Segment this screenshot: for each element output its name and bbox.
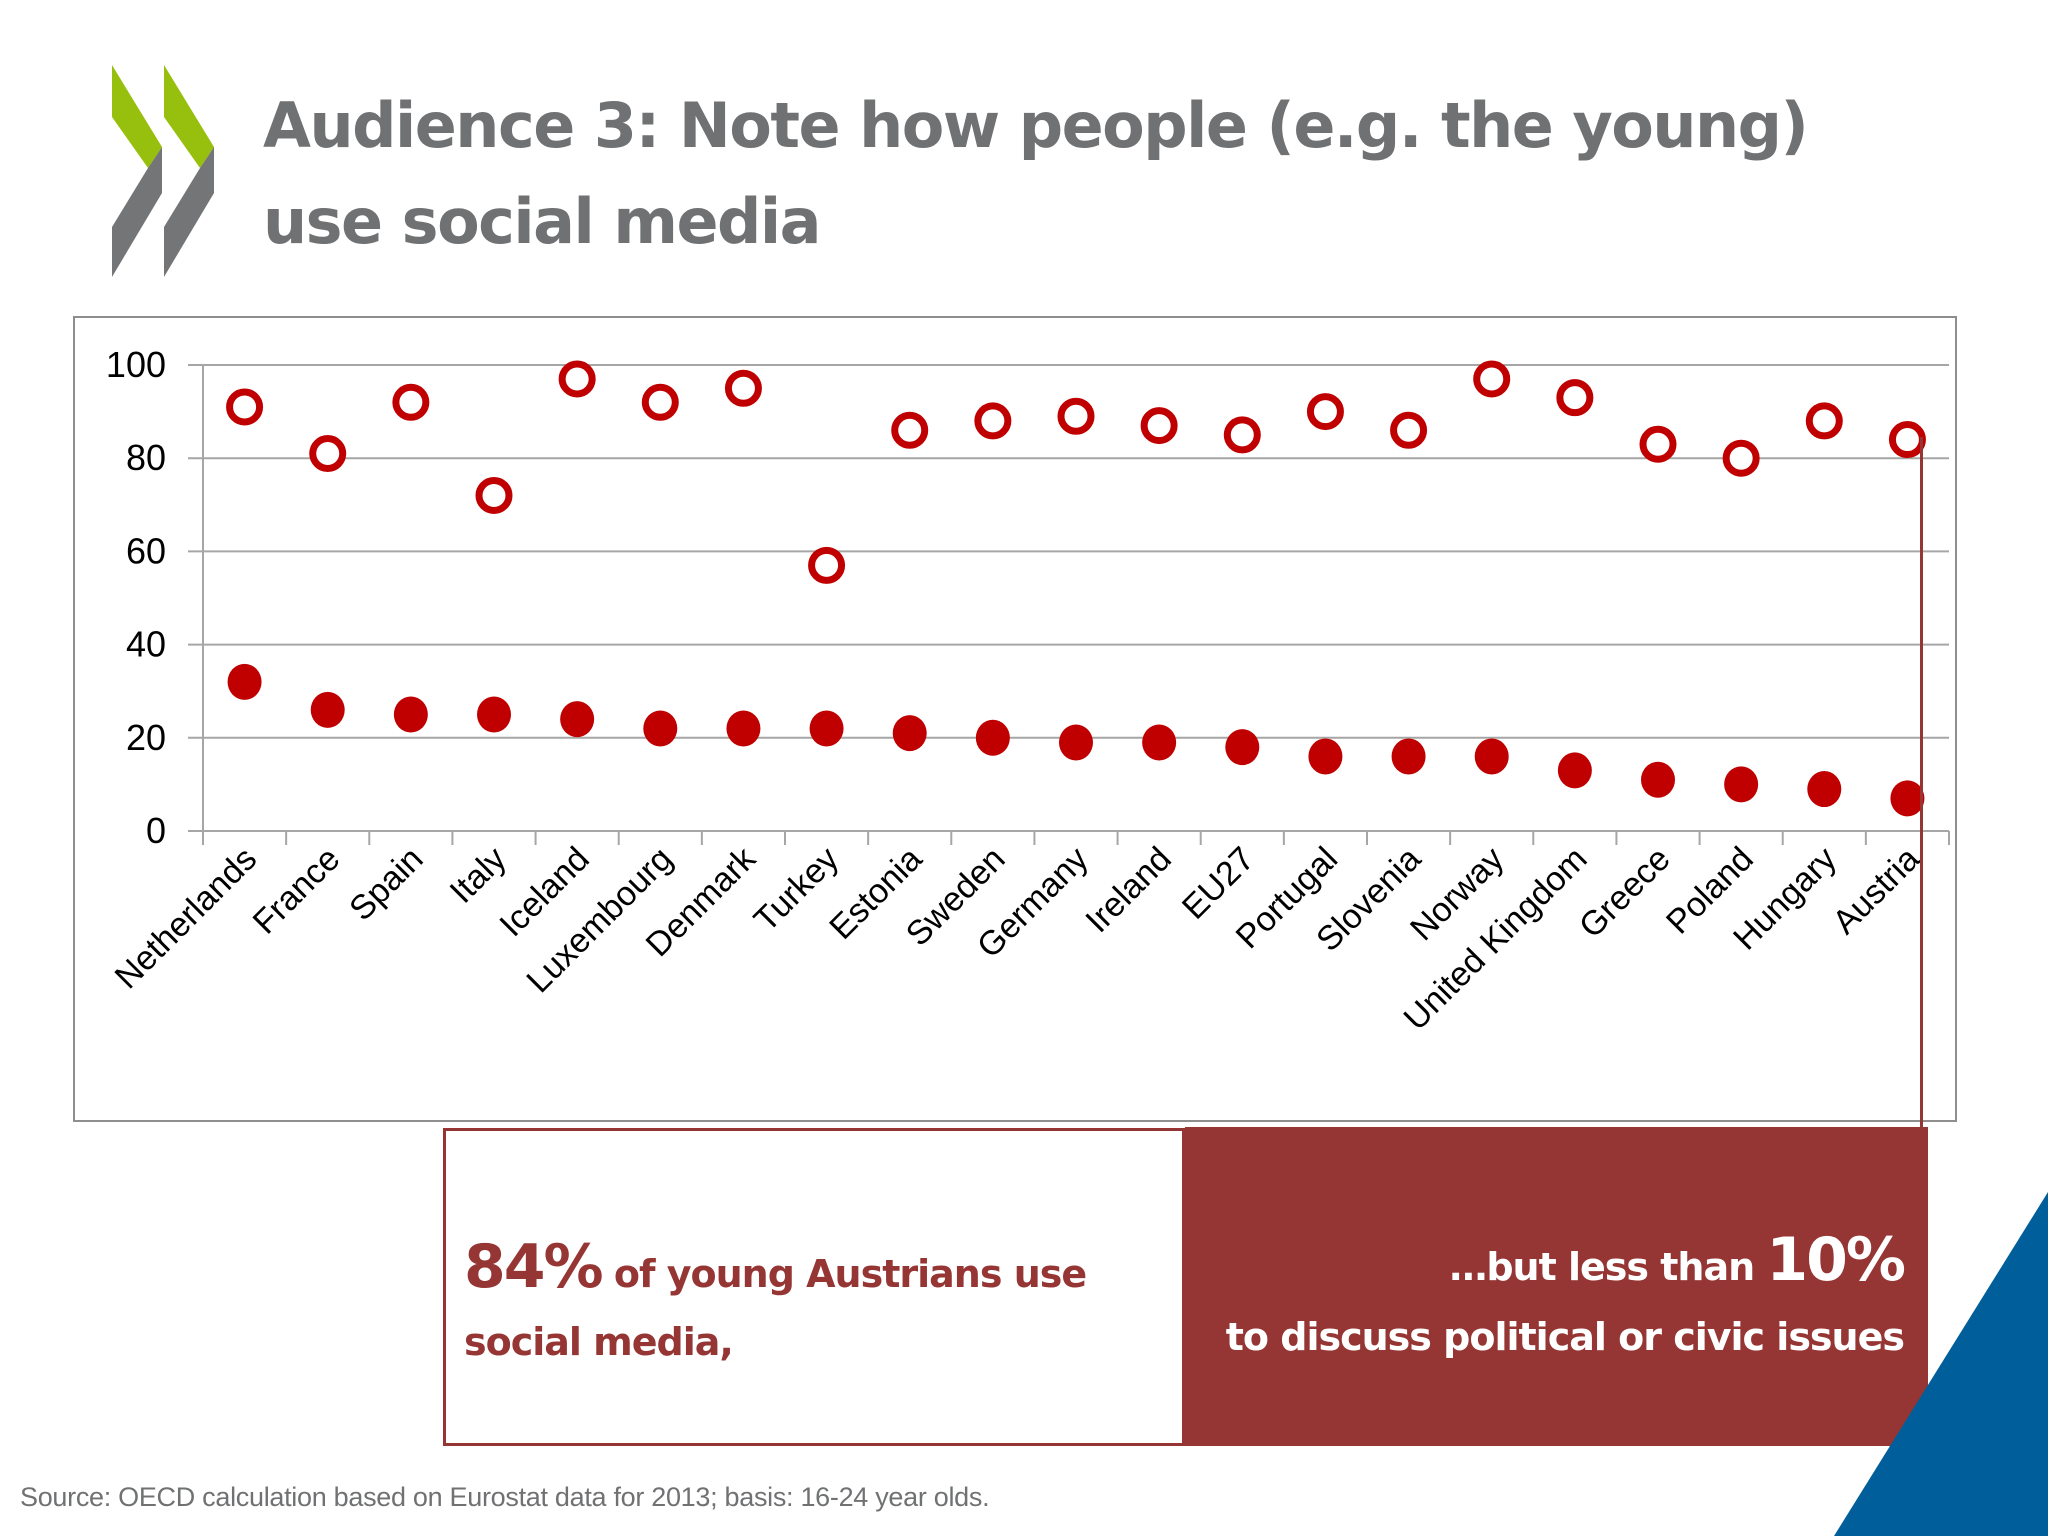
- point-social-media-use: [724, 369, 762, 407]
- oecd-logo-icon: [112, 65, 214, 277]
- logo-chevron-1-gray: [112, 147, 162, 277]
- point-social-media-use: [641, 383, 679, 421]
- point-social-media-use: [226, 388, 264, 426]
- point-social-media-use: [1805, 402, 1843, 440]
- x-category-label: Spain: [342, 840, 430, 928]
- slide-title-line1: Audience 3: Note how people (e.g. the yo…: [263, 89, 1809, 162]
- point-political-discussion: [1641, 761, 1675, 798]
- point-political-discussion: [310, 691, 345, 728]
- slide-title-line2: use social media: [263, 185, 821, 258]
- callout-right-line2: to discuss political or civic issues: [1225, 1315, 1905, 1359]
- point-political-discussion: [1474, 738, 1509, 775]
- point-social-media-use: [1888, 421, 1926, 459]
- logo-chevron-1-green: [112, 65, 162, 168]
- point-political-discussion: [227, 663, 262, 700]
- point-political-discussion: [1890, 780, 1925, 817]
- x-category-label: Austria: [1825, 840, 1927, 942]
- point-political-discussion: [477, 696, 511, 733]
- point-political-discussion: [393, 696, 428, 733]
- x-category-label: Netherlands: [108, 840, 265, 997]
- slide-title: Audience 3: Note how people (e.g. the yo…: [263, 78, 1963, 270]
- point-political-discussion: [1391, 738, 1426, 775]
- callout-right-percent: 10%: [1766, 1225, 1906, 1295]
- point-social-media-use: [891, 411, 929, 449]
- point-social-media-use: [309, 435, 347, 473]
- point-political-discussion: [1807, 771, 1842, 808]
- point-political-discussion: [975, 719, 1010, 756]
- point-social-media-use: [558, 360, 596, 398]
- x-category-label: Ireland: [1078, 840, 1178, 940]
- point-political-discussion: [1142, 724, 1177, 761]
- y-tick-label: 60: [126, 530, 166, 571]
- y-tick-label: 20: [126, 717, 166, 758]
- logo-chevron-2-gray: [164, 147, 214, 277]
- point-political-discussion: [1724, 766, 1759, 803]
- point-social-media-use: [475, 476, 513, 514]
- point-political-discussion: [1225, 729, 1260, 766]
- callout-left-text: 84% of young Austrians use social media,: [464, 1232, 1087, 1376]
- point-social-media-use: [392, 383, 430, 421]
- chart-container: 0 20 40 60 80 100 Netherlands France Spain Italy I…: [73, 316, 1957, 1122]
- point-social-media-use: [1223, 416, 1261, 454]
- point-social-media-use: [1556, 379, 1594, 417]
- callout-right-line1: …but less than: [1449, 1245, 1767, 1289]
- x-category-label: Italy: [443, 840, 514, 911]
- point-political-discussion: [892, 715, 927, 752]
- corner-blue-triangle: [1834, 1192, 2048, 1536]
- point-social-media-use: [1722, 439, 1760, 477]
- callout-left-line2: social media,: [464, 1320, 734, 1364]
- point-political-discussion: [1059, 724, 1093, 761]
- point-social-media-use: [1306, 393, 1344, 431]
- y-tick-label: 0: [146, 810, 166, 851]
- point-social-media-use: [1473, 360, 1511, 398]
- x-category-label: France: [246, 840, 348, 942]
- callout-left-line1: of young Austrians use: [601, 1252, 1087, 1296]
- source-note: Source: OECD calculation based on Eurost…: [20, 1482, 990, 1512]
- point-political-discussion: [1308, 738, 1343, 775]
- callout-connector-vertical: [1920, 437, 1923, 1127]
- y-tick-label: 80: [126, 437, 166, 478]
- point-political-discussion: [643, 710, 678, 747]
- point-political-discussion: [726, 710, 761, 747]
- y-tick-label: 100: [106, 344, 166, 385]
- callout-box-social-media-use: 84% of young Austrians use social media,: [443, 1128, 1185, 1446]
- callout-box-political-discussion: …but less than 10% to discuss political …: [1185, 1127, 1928, 1446]
- logo-chevron-2-green: [164, 65, 214, 168]
- point-social-media-use: [1639, 425, 1677, 463]
- callout-left-percent: 84%: [464, 1232, 604, 1302]
- point-social-media-use: [1057, 397, 1095, 435]
- callout-right-text: …but less than 10% to discuss political …: [1225, 1225, 1906, 1372]
- point-social-media-use: [808, 546, 846, 584]
- point-social-media-use: [1140, 407, 1178, 445]
- point-social-media-use: [1390, 411, 1428, 449]
- x-category-label: Greece: [1572, 840, 1678, 946]
- y-tick-label: 40: [126, 624, 166, 665]
- point-political-discussion: [560, 701, 595, 738]
- point-political-discussion: [1557, 752, 1592, 789]
- point-social-media-use: [974, 402, 1012, 440]
- point-political-discussion: [809, 710, 844, 747]
